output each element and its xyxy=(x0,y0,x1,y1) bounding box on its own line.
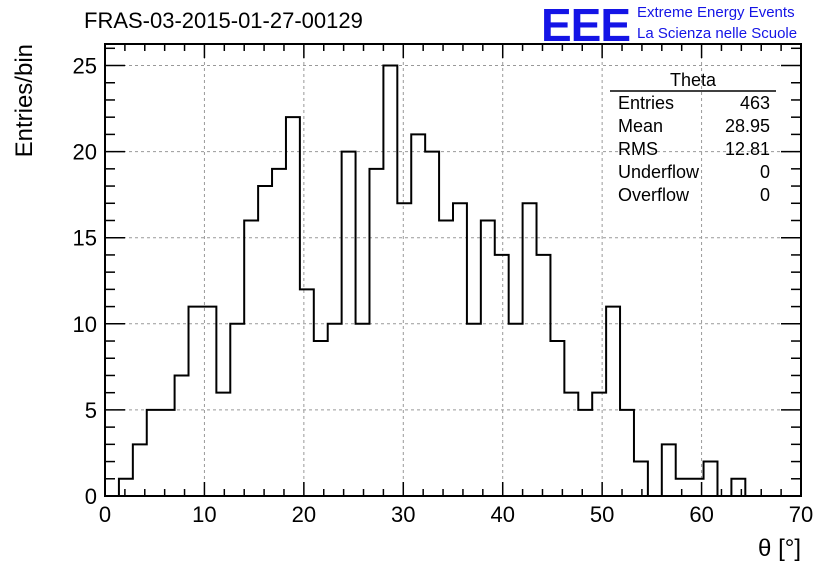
stats-title: Theta xyxy=(670,70,717,90)
x-tick-label: 70 xyxy=(789,502,813,527)
x-axis-ticks: 0 10 20 30 40 50 60 70 xyxy=(99,44,813,527)
eee-logo: EEE xyxy=(541,0,631,51)
stats-box: Theta Entries 463 Mean 28.95 RMS 12.81 Underfl… xyxy=(610,70,776,205)
stats-row-label: RMS xyxy=(618,139,658,159)
x-tick-label: 60 xyxy=(689,502,713,527)
stats-row-label: Underflow xyxy=(618,162,700,182)
chart-title: FRAS-03-2015-01-27-00129 xyxy=(84,8,363,33)
x-tick-label: 30 xyxy=(391,502,415,527)
stats-row-label: Entries xyxy=(618,93,674,113)
logo-subtitle-line2: La Scienza nelle Scuole xyxy=(637,25,798,42)
y-tick-label: 15 xyxy=(73,226,97,251)
x-tick-label: 50 xyxy=(590,502,614,527)
y-tick-label: 0 xyxy=(85,484,97,509)
stats-row-value: 0 xyxy=(760,185,770,205)
y-axis-title: Entries/bin xyxy=(11,44,38,157)
x-tick-label: 10 xyxy=(192,502,216,527)
logo-subtitle-line1: Extreme Energy Events xyxy=(637,4,795,21)
y-tick-label: 20 xyxy=(73,140,97,165)
y-tick-label: 10 xyxy=(73,312,97,337)
stats-row-label: Mean xyxy=(618,116,663,136)
y-tick-label: 5 xyxy=(85,398,97,423)
plot-frame xyxy=(104,43,802,497)
stats-row-label: Overflow xyxy=(618,185,690,205)
grid-lines xyxy=(105,44,801,496)
stats-row-value: 28.95 xyxy=(725,116,770,136)
stats-row-value: 12.81 xyxy=(725,139,770,159)
x-tick-label: 0 xyxy=(99,502,111,527)
x-tick-label: 20 xyxy=(292,502,316,527)
histogram-line xyxy=(117,64,760,497)
y-tick-label: 25 xyxy=(73,54,97,79)
stats-row-value: 0 xyxy=(760,162,770,182)
y-axis-ticks: 0 5 10 15 20 25 xyxy=(73,47,801,509)
x-tick-label: 40 xyxy=(490,502,514,527)
x-axis-title: θ [°] xyxy=(758,535,801,562)
stats-row-value: 463 xyxy=(740,93,770,113)
